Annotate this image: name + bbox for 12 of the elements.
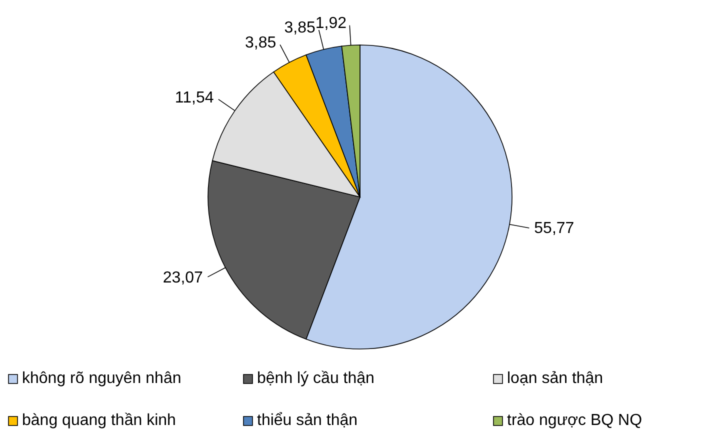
- legend-label: bàng quang thần kinh: [22, 412, 176, 430]
- legend-label: bệnh lý cầu thận: [257, 370, 374, 388]
- legend-label: thiểu sản thận: [257, 412, 358, 430]
- data-label: 3,85: [284, 20, 316, 37]
- data-label: 11,54: [174, 90, 214, 107]
- legend-label: không rõ nguyên nhân: [22, 370, 182, 388]
- data-label: 55,77: [534, 220, 574, 237]
- legend-label: loạn sản thận: [507, 370, 604, 388]
- data-label: 3,85: [244, 34, 276, 52]
- data-label: 23,07: [162, 269, 204, 286]
- data-label: 1,92: [315, 14, 347, 32]
- legend-label: trào ngược BQ NQ: [507, 412, 642, 430]
